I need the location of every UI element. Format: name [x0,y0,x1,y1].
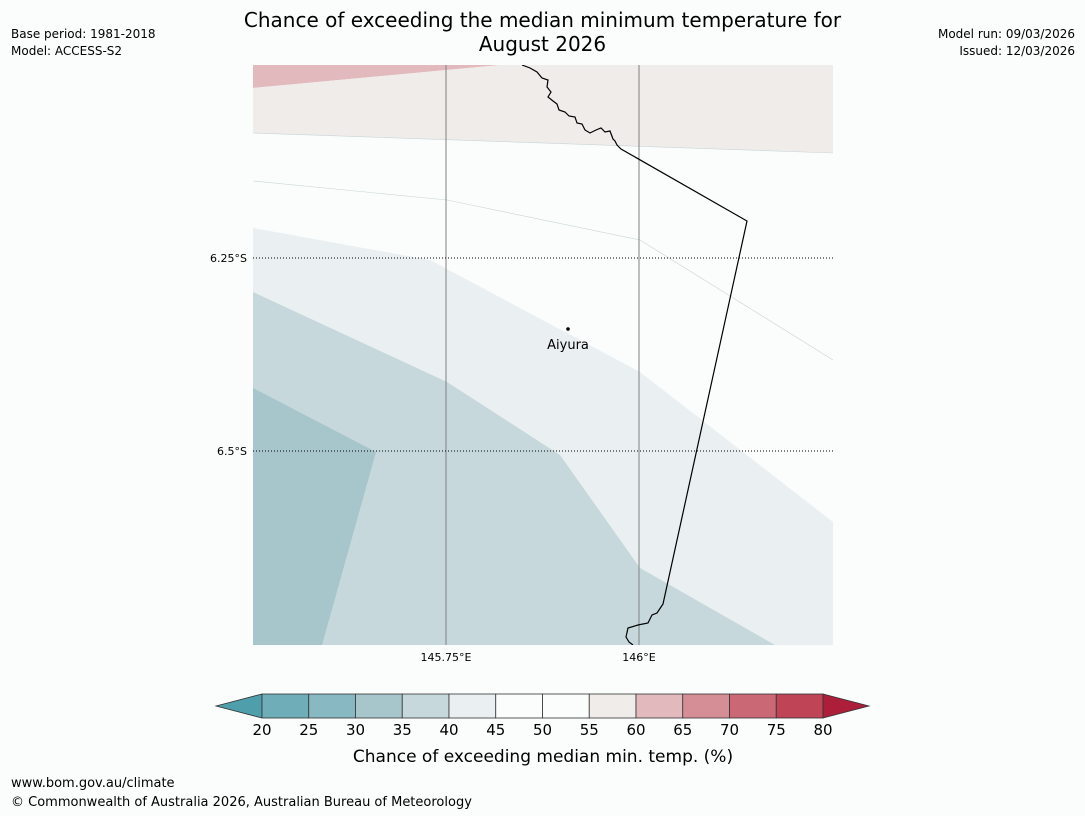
town-marker-icon [566,327,570,331]
colorbar-cell [682,693,730,719]
colorbar-cell [308,693,356,719]
colorbar-tick-label: 50 [533,721,552,739]
colorbar-under-arrow [214,693,263,719]
footer-copyright: © Commonwealth of Australia 2026, Austra… [11,795,472,810]
colorbar-cell [261,693,310,719]
colorbar-tick-label: 30 [346,721,365,739]
colorbar-tick-label: 60 [626,721,645,739]
colorbar-tick-label: 45 [486,721,505,739]
lat-label-6-5: 6.5°S [217,445,247,458]
colorbar-cell [588,693,637,719]
base-period-text: Base period: 1981-2018 [11,27,156,41]
boundary-line [521,65,748,645]
colorbar-cell [635,693,684,719]
band-30-35 [253,388,376,645]
town-label: Aiyura [547,338,589,353]
colorbar-tick-label: 70 [720,721,739,739]
band-35-40 [253,292,775,645]
colorbar-cell [355,693,403,719]
colorbar-tick-label: 80 [813,721,832,739]
colorbar: 20 25 30 35 40 45 50 55 60 65 70 75 80 Chance of exc… [214,693,871,767]
metadata-left: Base period: 1981-2018 Model: ACCESS-S2 [11,26,156,60]
lat-label-6-25: 6.25°S [210,252,247,265]
lon-label-145-75: 145.75°E [421,651,472,664]
model-run-text: Model run: 09/03/2026 [937,27,1075,41]
title-line-2: August 2026 [478,32,607,56]
colorbar-title: Chance of exceeding median min. temp. (%… [353,747,733,767]
colorbar-cell [401,693,450,719]
colorbar-cell [495,693,543,719]
colorbar-cell [448,693,497,719]
contour-line [253,132,833,154]
metadata-right: Model run: 09/03/2026 Issued: 12/03/2026 [938,26,1075,60]
colorbar-tick-label: 20 [252,721,271,739]
colorbar-cell [775,693,824,719]
lon-label-146: 146°E [622,651,655,664]
model-text: Model: ACCESS-S2 [11,44,123,58]
colorbar-tick-label: 55 [580,721,599,739]
title-line-1: Chance of exceeding the median minimum t… [243,8,842,32]
footer-url: www.bom.gov.au/climate [11,776,175,791]
colorbar-cells [261,693,824,719]
band-45-50 [253,133,833,360]
colorbar-tick-label: 25 [299,721,318,739]
colorbar-ticks: 20 25 30 35 40 45 50 55 60 65 70 75 80 [252,721,832,739]
colorbar-over-arrow [822,693,871,719]
colorbar-tick-label: 65 [673,721,692,739]
colorbar-cell [542,693,590,719]
colorbar-tick-label: 75 [767,721,786,739]
colorbar-cell [729,693,777,719]
band-55-60 [253,65,833,153]
colorbar-tick-label: 35 [393,721,412,739]
contour-line [253,180,833,361]
map-title: Chance of exceeding the median minimum t… [150,8,935,56]
map-panel [253,65,833,645]
colorbar-tick-label: 40 [439,721,458,739]
issued-text: Issued: 12/03/2026 [959,44,1075,58]
